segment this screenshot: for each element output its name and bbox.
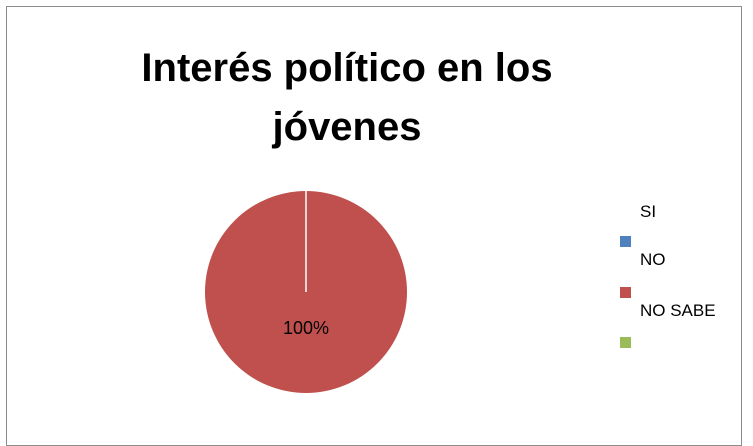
pie-plot: 100% (205, 191, 407, 393)
chart-title: Interés político en los jóvenes (67, 39, 627, 157)
data-label-no: 100% (283, 318, 329, 338)
legend-swatch-no-sabe (620, 337, 631, 348)
legend-swatch-si (620, 236, 631, 247)
pie-slices (205, 191, 407, 393)
legend-label-si: SI (640, 202, 657, 221)
legend-swatch-no (620, 287, 631, 298)
legend-label-no-sabe: NO SABE (640, 301, 716, 320)
chart-title-line-2: jóvenes (272, 105, 422, 149)
chart-title-line-1: Interés político en los (141, 46, 553, 90)
chart-area: Interés político en los jóvenes (6, 6, 742, 446)
pie-data-labels: 100% (283, 318, 329, 338)
legend-label-no: NO (640, 250, 666, 269)
